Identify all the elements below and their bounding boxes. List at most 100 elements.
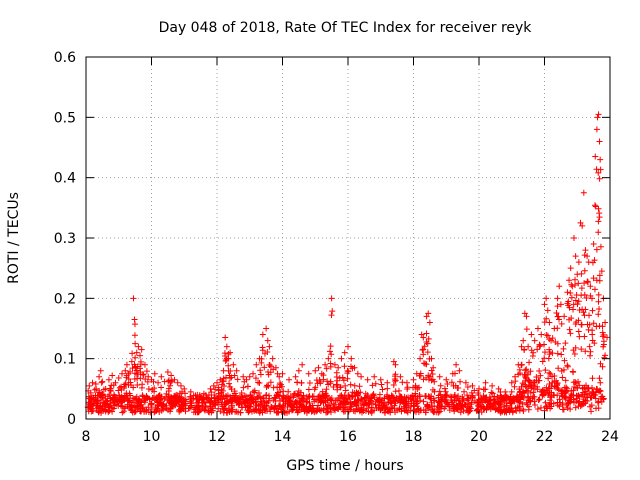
- band-point: [109, 408, 116, 415]
- band-point: [564, 405, 571, 412]
- band-point: [345, 392, 352, 399]
- band-point: [435, 409, 442, 416]
- data-point-cluster: [595, 169, 602, 176]
- band-point: [536, 396, 543, 403]
- data-point: [384, 379, 391, 386]
- band-point: [593, 385, 600, 392]
- data-point-cluster: [143, 393, 150, 400]
- data-point: [351, 364, 358, 371]
- data-point-cluster: [341, 363, 348, 370]
- data-point: [541, 301, 548, 308]
- data-point-cluster: [590, 320, 597, 327]
- data-point-cluster: [604, 334, 611, 341]
- data-point-cluster: [297, 389, 304, 396]
- data-point: [577, 219, 584, 226]
- data-point-cluster: [522, 367, 529, 374]
- grid-lines: [86, 57, 610, 419]
- data-point-cluster: [296, 398, 303, 405]
- band-point: [515, 398, 522, 405]
- data-point: [155, 379, 162, 386]
- band-point: [575, 392, 582, 399]
- data-point: [112, 379, 119, 386]
- data-point-cluster: [234, 376, 241, 383]
- data-point: [207, 385, 214, 392]
- band-point: [303, 409, 310, 416]
- band-point: [459, 393, 466, 400]
- data-point-cluster: [340, 377, 347, 384]
- data-point-cluster: [596, 277, 603, 284]
- data-point: [592, 153, 599, 160]
- data-point-cluster: [424, 349, 431, 356]
- data-point: [595, 111, 602, 118]
- data-point-cluster: [572, 276, 579, 283]
- data-point-cluster: [575, 328, 582, 335]
- data-point-cluster: [267, 363, 274, 370]
- band-point: [436, 408, 443, 415]
- data-point-cluster: [369, 392, 376, 399]
- data-point: [174, 379, 181, 386]
- band-point: [196, 407, 203, 414]
- data-point-cluster: [526, 359, 533, 366]
- data-point-cluster: [578, 346, 585, 353]
- band-point: [562, 377, 569, 384]
- x-tick-label: 12: [208, 429, 226, 445]
- data-point-cluster: [438, 396, 445, 403]
- data-point-cluster: [115, 387, 122, 394]
- data-point-cluster: [264, 382, 271, 389]
- data-point-cluster: [419, 347, 426, 354]
- band-point: [277, 406, 284, 413]
- data-point: [200, 390, 207, 397]
- data-point: [230, 361, 237, 368]
- y-tick-label: 0.2: [54, 291, 76, 307]
- band-point: [558, 390, 565, 397]
- data-point-cluster: [448, 397, 455, 404]
- y-axis-label: ROTI / TECUs: [6, 192, 22, 284]
- data-point-cluster: [536, 343, 543, 350]
- band-point: [392, 400, 399, 407]
- data-point: [264, 337, 271, 344]
- data-point-cluster: [342, 382, 349, 389]
- band-point: [263, 392, 270, 399]
- band-point: [255, 402, 262, 409]
- data-point-cluster: [111, 392, 118, 399]
- band-point: [505, 405, 512, 412]
- data-point-cluster: [327, 360, 334, 367]
- band-point: [414, 395, 421, 402]
- data-point-cluster: [417, 370, 424, 377]
- data-point-cluster: [489, 390, 496, 397]
- data-point-cluster: [595, 291, 602, 298]
- data-point-cluster: [578, 321, 585, 328]
- data-point: [546, 319, 553, 326]
- band-point: [315, 402, 322, 409]
- data-point: [130, 295, 137, 302]
- x-tick-label: 8: [82, 429, 91, 445]
- data-point-cluster: [102, 395, 109, 402]
- data-point-cluster: [182, 400, 189, 407]
- data-point-cluster: [327, 343, 334, 350]
- data-point-cluster: [385, 399, 392, 406]
- data-point: [97, 367, 104, 374]
- band-point: [351, 398, 358, 405]
- data-point-cluster: [578, 270, 585, 277]
- data-point: [453, 361, 460, 368]
- band-point: [207, 398, 214, 405]
- band-point: [306, 405, 313, 412]
- data-point-cluster: [220, 378, 227, 385]
- band-point: [237, 409, 244, 416]
- data-point-cluster: [536, 377, 543, 384]
- band-point: [221, 401, 228, 408]
- data-point-cluster: [249, 398, 256, 405]
- data-point-cluster: [250, 395, 257, 402]
- data-point-cluster: [448, 379, 455, 386]
- band-point: [460, 408, 467, 415]
- data-point-cluster: [284, 400, 291, 407]
- data-point-cluster: [423, 339, 430, 346]
- data-point-cluster: [101, 400, 108, 407]
- band-point: [403, 407, 410, 414]
- data-point: [119, 370, 126, 377]
- band-point: [495, 406, 502, 413]
- band-point: [525, 403, 532, 410]
- y-tick-label: 0.4: [54, 171, 76, 187]
- data-point-cluster: [359, 398, 366, 405]
- data-point-cluster: [259, 347, 266, 354]
